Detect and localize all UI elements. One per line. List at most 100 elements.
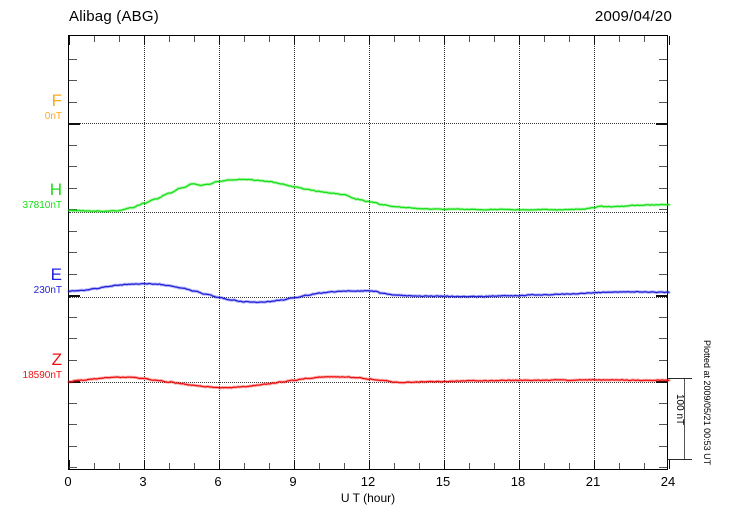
y-axis-tick (69, 467, 77, 468)
baseline-gridline-f (69, 123, 667, 124)
scale-bar: 100 nT (668, 378, 698, 460)
x-tick-label: 15 (435, 474, 451, 489)
x-axis-tick (444, 460, 446, 469)
x-axis-tick (444, 36, 446, 45)
y-axis-tick (69, 188, 77, 189)
x-tick-label: 18 (510, 474, 526, 489)
x-axis-tick (119, 36, 120, 42)
x-axis-tick (219, 460, 221, 469)
x-axis-tick (519, 36, 521, 45)
x-axis-tick (394, 463, 395, 469)
y-axis-tick (69, 80, 77, 81)
scale-bar-label: 100 nT (674, 394, 685, 426)
y-axis-tick (656, 123, 667, 125)
y-axis-tick (659, 59, 667, 60)
y-axis-tick (659, 102, 667, 103)
y-axis-tick (659, 446, 667, 447)
y-axis-tick (659, 317, 667, 318)
y-axis-tick (69, 209, 77, 210)
component-letter-h: H (49, 180, 62, 199)
x-axis-tick (319, 463, 320, 469)
x-tick-label: 21 (585, 474, 601, 489)
x-axis-tick (394, 36, 395, 42)
x-axis-tick (644, 463, 645, 469)
component-letter-f: F (51, 91, 62, 110)
x-axis-tick (469, 36, 470, 42)
x-axis-tick (269, 463, 270, 469)
y-axis-tick (659, 145, 667, 146)
x-tick-label: 24 (660, 474, 676, 489)
x-axis-tick (419, 463, 420, 469)
x-axis-tick (669, 460, 671, 469)
y-axis-tick (69, 424, 77, 425)
x-axis-tick (319, 36, 320, 42)
vertical-gridline (444, 36, 445, 469)
y-axis-tick (659, 424, 667, 425)
vertical-gridline (144, 36, 145, 469)
x-axis-tick (344, 36, 345, 42)
x-axis-tick (69, 36, 71, 45)
x-axis-tick (194, 463, 195, 469)
component-baseline-value-f: 0nT (44, 111, 62, 122)
x-tick-label: 12 (360, 474, 376, 489)
y-axis-tick (659, 403, 667, 404)
x-axis-tick (544, 36, 545, 42)
component-label-f: F 0nT (45, 92, 62, 122)
y-axis-tick (69, 102, 77, 103)
x-axis-tick (544, 463, 545, 469)
x-axis-tick (644, 36, 645, 42)
component-label-z: Z 18590nT (23, 351, 62, 381)
date-title: 2009/04/20 (594, 8, 672, 25)
x-axis-tick (69, 460, 71, 469)
y-axis-tick (659, 188, 667, 189)
x-axis-title: U T (hour) (340, 491, 396, 505)
x-axis-tick (169, 463, 170, 469)
plotted-at-note: Plotted at 2009/05/21 00:53 UT (702, 340, 712, 466)
y-axis-tick (69, 59, 77, 60)
component-baseline-value-h: 37810nT (22, 200, 62, 211)
x-axis-tick (419, 36, 420, 42)
x-axis-tick (619, 36, 620, 42)
y-axis-tick (656, 381, 667, 383)
x-axis-tick (369, 460, 371, 469)
y-axis-tick (69, 381, 80, 383)
y-axis-tick (69, 252, 77, 253)
x-tick-label: 3 (139, 474, 147, 489)
x-axis-tick (594, 36, 596, 45)
scale-bar-cap-bottom (668, 458, 692, 460)
x-axis-tick (519, 460, 521, 469)
vertical-gridline (594, 36, 595, 469)
x-tick-label: 0 (64, 474, 72, 489)
y-axis-tick (69, 231, 77, 232)
x-axis-tick (169, 36, 170, 42)
component-letter-z: Z (51, 350, 62, 369)
x-axis-tick (369, 36, 371, 45)
y-axis-tick (69, 274, 77, 275)
x-axis-tick (94, 36, 95, 42)
component-label-e: E 230nT (34, 266, 62, 296)
y-axis-tick (659, 274, 667, 275)
y-axis-tick (69, 123, 80, 125)
baseline-gridline-e (69, 297, 667, 298)
x-axis-tick (294, 460, 296, 469)
x-axis-tick (244, 463, 245, 469)
vertical-gridline (369, 36, 370, 469)
scale-bar-cap-top (668, 378, 692, 380)
x-axis-tick (194, 36, 195, 42)
x-axis-tick (569, 36, 570, 42)
component-label-h: H 37810nT (23, 181, 62, 211)
vertical-gridline (294, 36, 295, 469)
y-axis-tick (69, 317, 77, 318)
y-axis-tick (69, 446, 77, 447)
x-axis-tick (344, 463, 345, 469)
y-axis-tick (659, 252, 667, 253)
x-axis-tick (244, 36, 245, 42)
x-axis-tick (269, 36, 270, 42)
y-axis-tick (659, 166, 667, 167)
x-axis-tick (294, 36, 296, 45)
y-axis-tick (69, 295, 80, 297)
plot-area (67, 35, 671, 470)
station-title: Alibag (ABG) (69, 8, 159, 25)
x-axis-tick (219, 36, 221, 45)
x-axis-tick (94, 463, 95, 469)
